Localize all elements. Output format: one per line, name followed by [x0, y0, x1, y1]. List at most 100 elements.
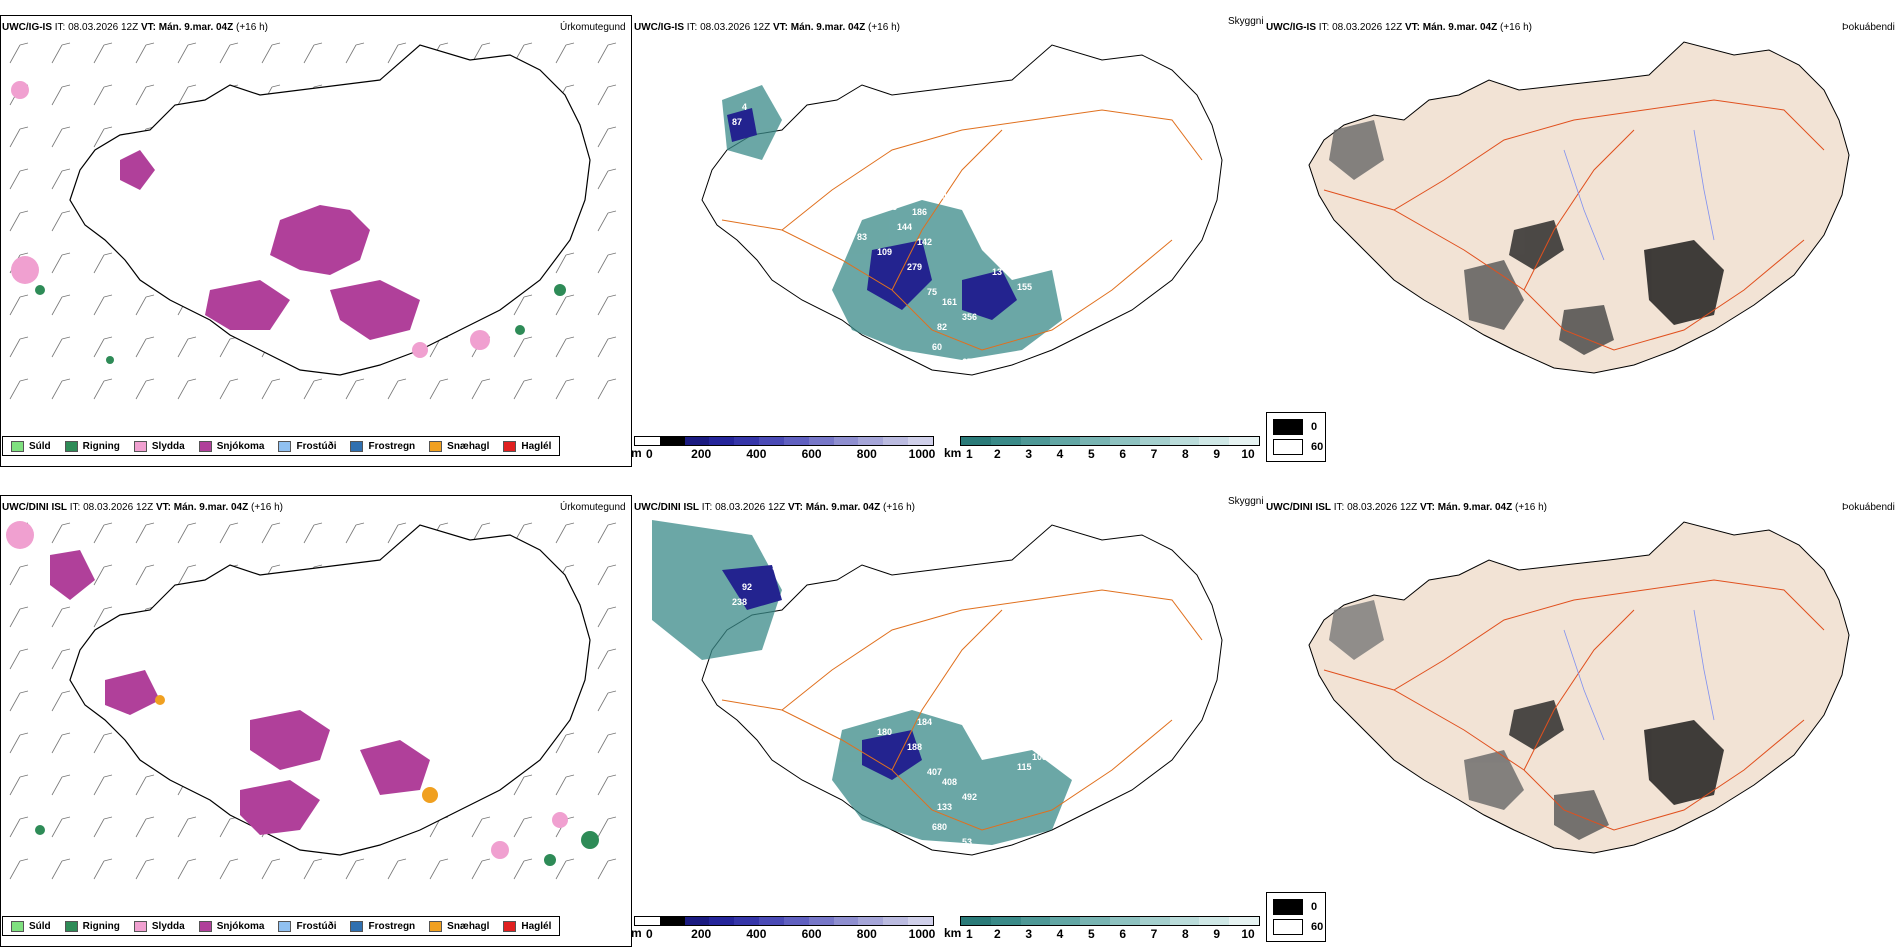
- visibility-colorbar: 1 2 3 4 5 6 7 8 9 10: [960, 916, 1260, 941]
- legend-item: Slydda: [133, 920, 185, 932]
- terrain-height-label: 73: [887, 202, 897, 212]
- wind-barb: [219, 42, 239, 64]
- wind-barb: [597, 774, 617, 796]
- terrain-height-label: 77: [897, 702, 907, 712]
- forecast-row-2: UWC/DINI ISL IT: 08.03.2026 12Z VT: Mán.…: [0, 480, 1900, 947]
- legend-item: Rigning: [64, 920, 120, 932]
- visibility-unit: km: [944, 926, 962, 940]
- wind-barb: [135, 564, 155, 586]
- roads: [1323, 579, 1825, 831]
- colorbar-bin: [1050, 917, 1081, 925]
- wind-barb: [177, 522, 197, 544]
- wind-barb: [93, 732, 113, 754]
- colorbar-bin: [635, 917, 660, 925]
- terrain-height-label: 155: [1017, 282, 1032, 292]
- colorbar-tick: 1000: [908, 447, 936, 461]
- legend-swatch: [64, 920, 78, 932]
- fog-map: [1308, 41, 1850, 374]
- terrain-height-label: 100: [862, 202, 877, 212]
- fog-swatch-60: [1273, 439, 1303, 455]
- colorbar-bin: [759, 437, 784, 445]
- wind-barb: [555, 732, 575, 754]
- cloudbase-unit: m: [631, 926, 642, 940]
- legend-item: Snjókoma: [198, 440, 265, 452]
- precip-legend: Súld Rigning Slydda Snjókoma Frostúði Frostre…: [2, 916, 561, 936]
- wind-barb: [9, 336, 29, 358]
- wind-barb: [93, 84, 113, 106]
- legend-label: Rigning: [82, 440, 120, 452]
- terrain-height-label: 238: [732, 597, 747, 607]
- wind-barb: [135, 336, 155, 358]
- colorbar-tick: 200: [691, 447, 712, 461]
- terrain-height-label: 279: [907, 262, 922, 272]
- colorbar-tick: 2: [993, 927, 1001, 941]
- terrain-height-label: 356: [962, 312, 977, 322]
- colorbar-bin: [709, 437, 735, 445]
- wind-barb: [597, 294, 617, 316]
- low-cloud-areas: [722, 565, 922, 780]
- wind-barb: [597, 126, 617, 148]
- legend-label: Slydda: [151, 440, 185, 452]
- legend-label: Haglél: [521, 440, 552, 452]
- colorbar-bin: [783, 437, 809, 445]
- wind-barb: [9, 648, 29, 670]
- colorbar-bin: [1199, 437, 1230, 445]
- legend-item: Snjókoma: [198, 920, 265, 932]
- wind-barb: [93, 522, 113, 544]
- wind-barb: [387, 858, 407, 880]
- legend-item: Súld: [11, 920, 51, 932]
- colorbar-tick: 0: [646, 927, 653, 941]
- terrain-height-label: 68: [977, 192, 987, 202]
- colorbar-tick: 2: [993, 447, 1001, 461]
- wind-barb: [513, 336, 533, 358]
- terrain-height-label: 75: [927, 287, 937, 297]
- legend-swatch: [11, 440, 24, 452]
- wind-barb: [51, 816, 71, 838]
- wind-barb: [93, 378, 113, 400]
- colorbar-bin: [858, 437, 884, 445]
- legend-label: Snjókoma: [216, 920, 265, 932]
- legend-label: Snæhagl: [447, 920, 490, 932]
- visibility-colorbar: 1 2 3 4 5 6 7 8 9 10: [960, 436, 1260, 461]
- rain-areas: [35, 284, 566, 364]
- terrain-height-label: 918: [772, 562, 787, 572]
- wind-barb: [9, 816, 29, 838]
- panel-title: Þokuábendi: [1842, 22, 1895, 33]
- legend-swatch: [133, 920, 147, 932]
- colorbar-tick: 7: [1150, 927, 1158, 941]
- terrain-height-label: 81: [887, 682, 897, 692]
- colorbar-bin: [1020, 437, 1051, 445]
- colorbar-tick: 3: [1025, 927, 1032, 941]
- colorbar-bin: [684, 437, 710, 445]
- wind-barb: [597, 858, 617, 880]
- terrain-height-label: 115: [1017, 762, 1032, 772]
- terrain-height-label: 185: [977, 672, 992, 682]
- terrain-height-label: 186: [912, 207, 927, 217]
- legend-swatch: [278, 440, 292, 452]
- legend-label: Súld: [29, 920, 51, 932]
- wind-barb: [9, 210, 29, 232]
- legend-swatch: [278, 920, 292, 932]
- wind-barb: [597, 816, 617, 838]
- wind-barb: [93, 564, 113, 586]
- legend-item: Frostregn: [350, 920, 415, 932]
- wind-barb: [429, 378, 449, 400]
- legend-label: Snjókoma: [216, 440, 265, 452]
- roads: [721, 589, 1203, 831]
- colorbar-bin: [858, 917, 884, 925]
- legend-swatch: [350, 920, 364, 932]
- legend-swatch: [11, 920, 24, 932]
- colorbar-bin: [961, 917, 991, 925]
- colorbar-bin: [684, 917, 710, 925]
- fog-legend: 0 60: [1266, 412, 1326, 462]
- wind-barb: [135, 378, 155, 400]
- colorbar-tick: 600: [801, 447, 822, 461]
- colorbar-bin: [808, 917, 834, 925]
- legend-item: Haglél: [503, 440, 552, 452]
- wind-barb: [513, 816, 533, 838]
- colorbar-bin: [1169, 917, 1200, 925]
- wind-barb: [93, 606, 113, 628]
- colorbar-bin: [1050, 437, 1081, 445]
